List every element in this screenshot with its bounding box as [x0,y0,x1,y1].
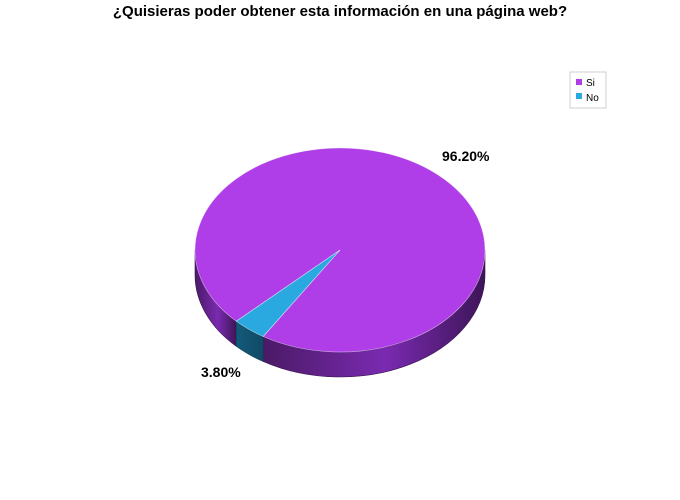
chart-title: ¿Quisieras poder obtener esta informació… [113,3,567,20]
legend-label-si: Si [586,78,595,89]
pie-slice-no [235,249,341,337]
legend-swatch-si [576,79,582,85]
legend-swatch-no [576,93,582,99]
pie-layer [194,147,486,378]
legend: Si No [569,71,607,109]
data-label-no: 3.80% [201,364,241,380]
data-label-si: 96.20% [442,148,490,164]
legend-label-no: No [586,93,599,104]
legend-box [569,71,607,109]
